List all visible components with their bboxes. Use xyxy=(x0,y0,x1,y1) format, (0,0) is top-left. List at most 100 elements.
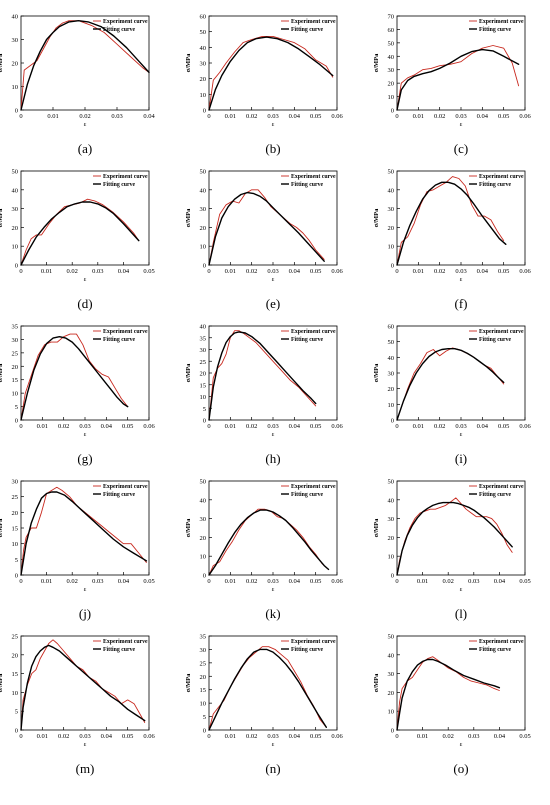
x-tick-label: 0.01 xyxy=(417,578,428,585)
experiment-curve-line xyxy=(20,639,146,731)
y-tick-label: 0 xyxy=(391,728,394,735)
x-tick-label: 0.03 xyxy=(92,578,103,585)
y-tick-label: 30 xyxy=(388,671,395,678)
x-tick-label: 0.02 xyxy=(246,578,257,585)
panel-caption: (k) xyxy=(265,606,281,621)
x-tick-label: 0.03 xyxy=(267,423,278,430)
y-tick-label: 40 xyxy=(388,187,395,194)
panel-caption: (m) xyxy=(75,761,95,776)
legend-fitting-label: Fitting curve xyxy=(479,492,511,498)
legend-experiment-label: Experiment curve xyxy=(103,329,148,335)
x-tick-label: 0.01 xyxy=(225,733,236,740)
y-tick-label: 0 xyxy=(391,573,394,580)
x-tick-label: 0.02 xyxy=(67,578,78,585)
x-axis-label: ε xyxy=(460,276,463,283)
x-tick-label: 0 xyxy=(19,268,22,275)
legend-experiment-label: Experiment curve xyxy=(291,484,336,490)
x-tick-label: 0.03 xyxy=(92,268,103,275)
x-axis-label: ε xyxy=(84,431,87,438)
x-axis-label: ε xyxy=(272,431,275,438)
x-axis-label: ε xyxy=(460,586,463,593)
y-tick-label: 40 xyxy=(200,187,207,194)
y-tick-label: 25 xyxy=(12,350,19,357)
y-tick-label: 60 xyxy=(388,324,395,331)
y-tick-label: 70 xyxy=(388,14,395,21)
chart-f: 0 0.01 0.02 0.03 0.04 0.05 0.06 0 10 20 30 40 50 ε σ/M… xyxy=(373,169,531,284)
x-tick-label: 0.02 xyxy=(58,733,69,740)
x-tick-label: 0.05 xyxy=(519,733,530,740)
panel-caption: (o) xyxy=(453,761,469,776)
x-tick-label: 0.05 xyxy=(310,113,321,120)
y-tick-label: 10 xyxy=(12,541,19,548)
x-tick-label: 0.05 xyxy=(519,578,530,585)
panel-caption: (d) xyxy=(77,296,93,311)
y-tick-label: 15 xyxy=(200,687,207,694)
plot-frame xyxy=(396,635,526,731)
x-tick-label: 0.04 xyxy=(477,423,489,430)
y-tick-label: 20 xyxy=(12,364,19,371)
experiment-curve-line xyxy=(396,347,505,421)
x-tick-label: 0.01 xyxy=(37,423,48,430)
y-tick-label: 20 xyxy=(388,386,395,393)
x-tick-label: 0.05 xyxy=(310,268,321,275)
y-tick-label: 25 xyxy=(200,660,207,667)
y-tick-label: 5 xyxy=(15,557,18,564)
x-tick-label: 0.02 xyxy=(58,423,69,430)
y-axis-label: σ/MPa xyxy=(373,673,380,692)
experiment-curve-line xyxy=(208,646,327,731)
x-tick-label: 0.03 xyxy=(267,578,278,585)
chart-m: 0 0.01 0.02 0.03 0.04 0.05 0.06 0 5 10 15 20 25 ε σ/MP… xyxy=(0,634,155,749)
y-tick-label: 10 xyxy=(200,701,207,708)
y-tick-label: 50 xyxy=(200,29,207,36)
x-tick-label: 0.03 xyxy=(455,113,466,120)
legend-fitting-label: Fitting curve xyxy=(103,647,135,653)
experiment-curve-line xyxy=(208,35,334,111)
fitting-curve-line xyxy=(396,348,505,421)
y-tick-label: 30 xyxy=(388,516,395,523)
legend-fitting-label: Fitting curve xyxy=(291,492,323,498)
x-axis-label: ε xyxy=(272,121,275,128)
y-axis-label: σ/MPa xyxy=(0,363,4,382)
legend-fitting-label: Fitting curve xyxy=(479,182,511,188)
chart-k: 0 0.01 0.02 0.03 0.04 0.05 0.06 0 10 20 30 40 50 ε σ/M… xyxy=(185,479,343,594)
chart-o: 0 0.01 0.02 0.03 0.04 0.05 0 10 20 30 40 50 ε σ/MPa Ex… xyxy=(373,634,531,749)
x-tick-label: 0.06 xyxy=(519,113,531,120)
x-tick-label: 0.02 xyxy=(434,113,445,120)
legend-experiment-label: Experiment curve xyxy=(103,174,148,180)
legend-fitting-label: Fitting curve xyxy=(479,27,511,33)
x-tick-label: 0.06 xyxy=(331,113,343,120)
y-axis-label: σ/MPa xyxy=(373,208,380,227)
panel-caption: (a) xyxy=(77,141,93,156)
y-tick-label: 25 xyxy=(200,359,207,366)
x-tick-label: 0.01 xyxy=(225,268,236,275)
experiment-curve-line xyxy=(20,198,140,266)
y-tick-label: 0 xyxy=(15,573,18,580)
x-tick-label: 0.06 xyxy=(331,733,343,740)
y-tick-label: 10 xyxy=(388,244,395,251)
fitting-curve-line xyxy=(208,191,325,266)
y-tick-label: 30 xyxy=(200,206,207,213)
experiment-curve-line xyxy=(208,189,325,266)
y-axis-label: σ/MPa xyxy=(185,208,192,227)
x-tick-label: 0.06 xyxy=(331,423,343,430)
y-tick-label: 50 xyxy=(388,169,395,176)
y-tick-label: 30 xyxy=(12,206,19,213)
legend-experiment-label: Experiment curve xyxy=(291,329,336,335)
y-tick-label: 5 xyxy=(203,406,206,413)
x-tick-label: 0.04 xyxy=(289,578,301,585)
y-tick-label: 15 xyxy=(12,377,19,384)
x-tick-label: 0 xyxy=(19,113,22,120)
y-tick-label: 20 xyxy=(12,225,19,232)
fitting-curve-line xyxy=(20,491,148,576)
x-tick-label: 0.04 xyxy=(118,268,130,275)
legend-fitting-label: Fitting curve xyxy=(103,27,135,33)
x-tick-label: 0 xyxy=(19,733,22,740)
panel-caption: (e) xyxy=(265,296,281,311)
chart-b: 0 0.01 0.02 0.03 0.04 0.05 0.06 0 10 20 30 40 50 60 ε σ… xyxy=(185,14,343,129)
chart-l: 0 0.01 0.02 0.03 0.04 0.05 0 10 20 30 40 50 ε σ/MPa Ex… xyxy=(373,479,531,594)
x-tick-label: 0.04 xyxy=(477,268,489,275)
legend-experiment-label: Experiment curve xyxy=(479,329,524,335)
experiment-curve-line xyxy=(396,45,520,111)
y-tick-label: 35 xyxy=(200,634,207,641)
x-tick-label: 0.03 xyxy=(111,113,122,120)
